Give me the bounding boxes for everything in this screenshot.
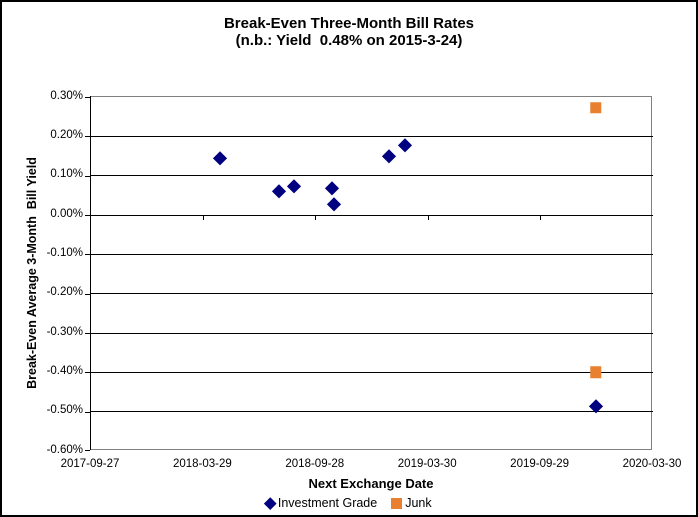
y-axis-tick [85, 372, 90, 374]
legend-label-investment-grade: Investment Grade [277, 496, 378, 510]
chart-title-line1: Break-Even Three-Month Bill Rates [223, 15, 475, 32]
gridline [91, 411, 653, 413]
legend-label-junk: Junk [405, 496, 432, 510]
x-tick-label: 2017-09-27 [60, 458, 120, 470]
x-tick-label: 2018-03-29 [172, 458, 232, 470]
x-axis-tick [315, 215, 317, 220]
y-tick-label: -0.40% [46, 364, 83, 377]
data-point-investment-grade [326, 197, 341, 211]
y-axis-tick [85, 333, 90, 334]
y-tick-label: 0.10% [50, 168, 83, 181]
y-tick-label: -0.30% [46, 325, 83, 338]
y-axis-title: Break-Even Average 3-Month Bill Yield [25, 157, 39, 389]
x-tick-label: 2020-03-30 [622, 458, 682, 470]
gridline [91, 175, 653, 177]
y-axis-tick [85, 254, 90, 256]
data-point-investment-grade [286, 179, 301, 193]
legend-item-investment-grade: Investment Grade [264, 496, 378, 510]
legend-item-junk: Junk [391, 496, 432, 510]
data-point-investment-grade [272, 183, 286, 198]
data-point-investment-grade [213, 151, 227, 165]
diamond-marker-icon [264, 496, 277, 510]
x-tick-label: 2018-09-28 [285, 458, 345, 470]
x-axis-tick [202, 215, 204, 220]
y-axis-tick [85, 97, 90, 98]
gridline [91, 332, 653, 334]
y-tick-label: 0.20% [50, 128, 83, 141]
x-axis-zero-line [91, 214, 653, 216]
y-axis-tick [85, 293, 90, 295]
x-axis-tick [540, 215, 542, 220]
y-axis-tick [85, 411, 90, 413]
data-point-junk [590, 366, 602, 379]
x-tick-label: 2019-09-29 [510, 458, 570, 470]
y-axis-tick [85, 175, 90, 177]
square-marker-icon [391, 497, 403, 509]
legend: Investment Grade Junk [2, 495, 696, 511]
y-tick-label: -0.10% [46, 246, 83, 259]
data-point-junk [590, 101, 602, 114]
x-axis-title: Next Exchange Date [308, 476, 434, 491]
x-axis-tick [427, 215, 429, 220]
y-tick-label: -0.50% [46, 404, 83, 417]
plot-area [85, 96, 653, 451]
gridline [91, 293, 653, 295]
y-tick-label: -0.20% [46, 286, 83, 299]
gridline [91, 371, 653, 373]
y-axis-line [90, 96, 91, 450]
y-tick-label: 0.00% [50, 207, 83, 220]
y-axis-tick [85, 450, 90, 451]
gridline [91, 253, 653, 255]
y-tick-label: -0.60% [46, 443, 83, 456]
y-axis-tick [85, 215, 90, 216]
data-point-investment-grade [398, 138, 413, 153]
data-point-investment-grade [325, 181, 340, 195]
gridline [91, 135, 653, 137]
data-point-investment-grade [382, 148, 396, 163]
chart-title-line2: (n.b.: Yield 0.48% on 2015-3-24) [235, 32, 463, 49]
y-tick-label: 0.30% [50, 89, 83, 102]
x-tick-label: 2019-03-30 [397, 458, 457, 470]
y-axis-tick [85, 136, 90, 138]
chart-title: Break-Even Three-Month Bill Rates (n.b.:… [2, 15, 696, 49]
